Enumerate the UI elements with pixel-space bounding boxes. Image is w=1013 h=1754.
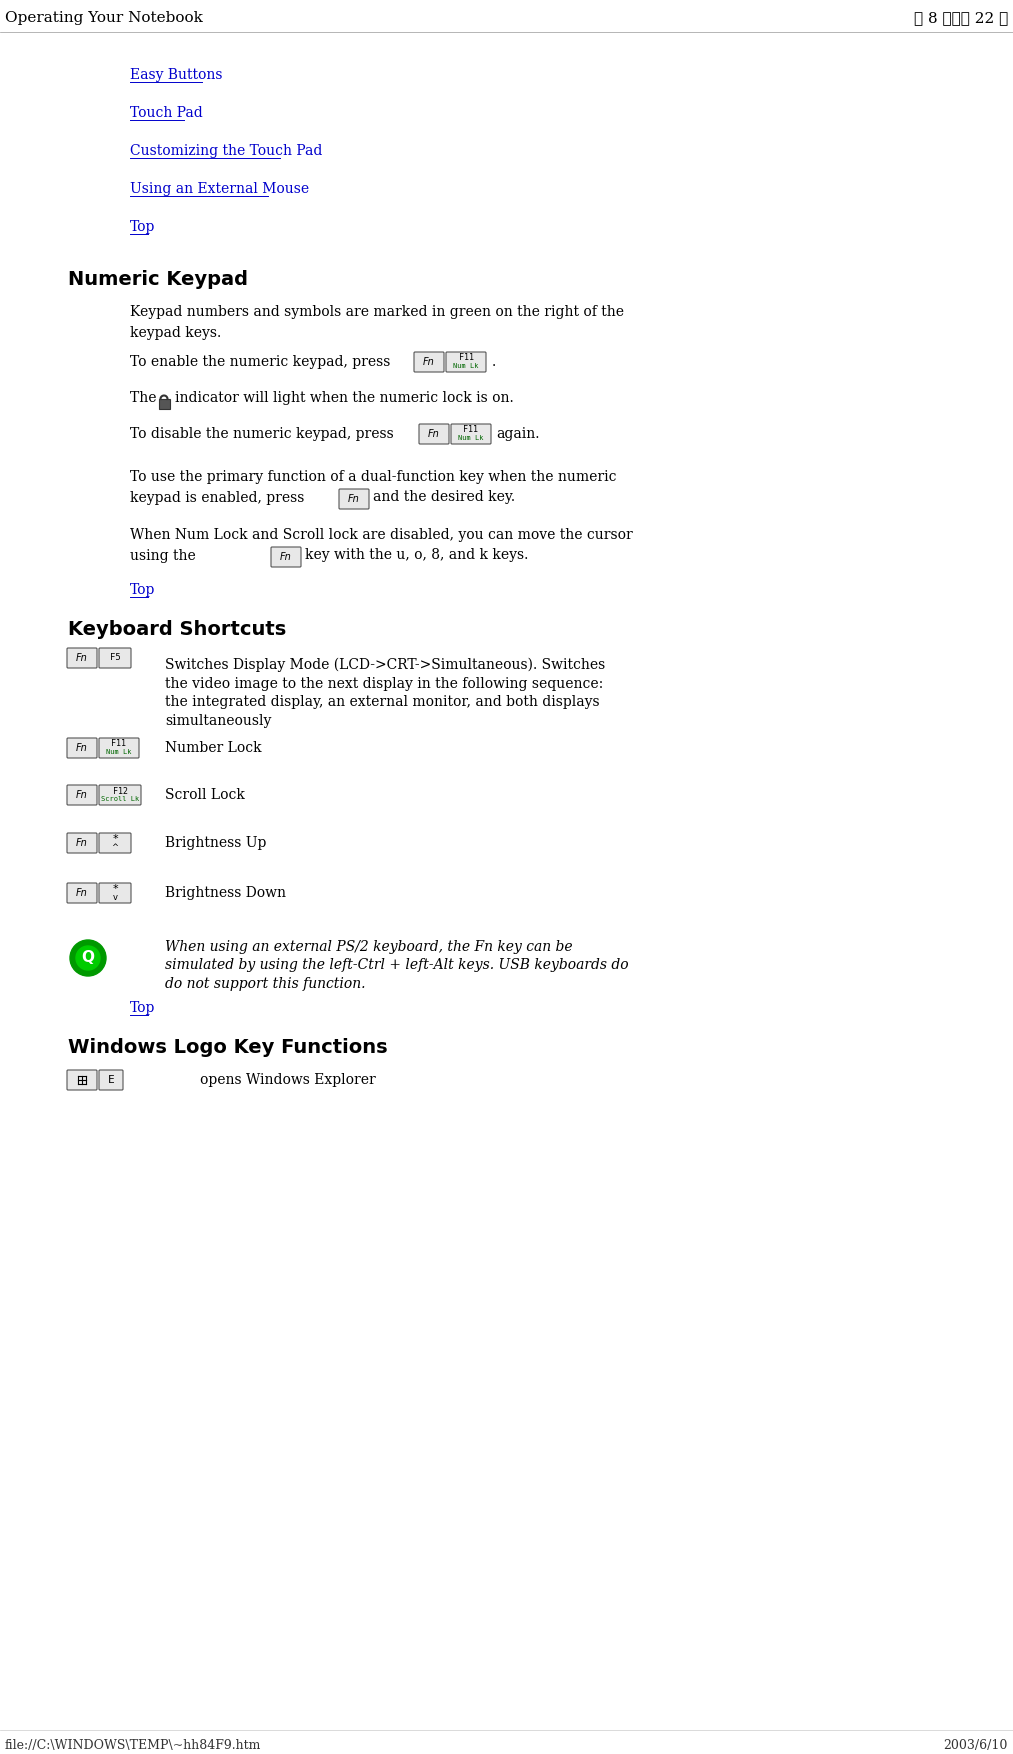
Text: key with the u, o, 8, and k keys.: key with the u, o, 8, and k keys. xyxy=(305,547,529,561)
Text: *: * xyxy=(112,884,118,895)
Text: ^: ^ xyxy=(111,842,119,851)
Text: Fn: Fn xyxy=(428,430,440,438)
Text: Fn: Fn xyxy=(76,789,88,800)
Text: Fn: Fn xyxy=(423,358,435,367)
Text: When Num Lock and Scroll lock are disabled, you can move the cursor
using the: When Num Lock and Scroll lock are disabl… xyxy=(130,528,633,563)
Text: Switches Display Mode (LCD->CRT->Simultaneous). Switches
the video image to the : Switches Display Mode (LCD->CRT->Simulta… xyxy=(165,658,605,728)
Text: Using an External Mouse: Using an External Mouse xyxy=(130,182,309,196)
Text: Keypad numbers and symbols are marked in green on the right of the
keypad keys.: Keypad numbers and symbols are marked in… xyxy=(130,305,624,340)
Text: 第 8 頁，共 22 頁: 第 8 頁，共 22 頁 xyxy=(914,11,1008,25)
FancyBboxPatch shape xyxy=(99,1070,123,1089)
FancyBboxPatch shape xyxy=(158,398,169,409)
FancyBboxPatch shape xyxy=(99,647,131,668)
Text: Operating Your Notebook: Operating Your Notebook xyxy=(5,11,203,25)
Circle shape xyxy=(76,945,100,970)
Text: To use the primary function of a dual-function key when the numeric
keypad is en: To use the primary function of a dual-fu… xyxy=(130,470,617,505)
Text: *: * xyxy=(112,833,118,844)
Text: Fn: Fn xyxy=(76,888,88,898)
Text: Keyboard Shortcuts: Keyboard Shortcuts xyxy=(68,619,287,638)
Text: Fn: Fn xyxy=(76,744,88,752)
Text: file://C:\WINDOWS\TEMP\~hh84F9.htm: file://C:\WINDOWS\TEMP\~hh84F9.htm xyxy=(5,1738,261,1752)
Text: 2003/6/10: 2003/6/10 xyxy=(944,1738,1008,1752)
Text: Windows Logo Key Functions: Windows Logo Key Functions xyxy=(68,1038,388,1058)
Text: Scroll Lock: Scroll Lock xyxy=(165,788,245,802)
Circle shape xyxy=(70,940,106,975)
FancyBboxPatch shape xyxy=(67,882,97,903)
FancyBboxPatch shape xyxy=(451,424,491,444)
FancyBboxPatch shape xyxy=(271,547,301,567)
FancyBboxPatch shape xyxy=(414,353,444,372)
Text: Top: Top xyxy=(130,219,155,233)
Text: again.: again. xyxy=(496,426,540,440)
FancyBboxPatch shape xyxy=(99,833,131,852)
Text: opens Windows Explorer: opens Windows Explorer xyxy=(200,1073,376,1087)
FancyBboxPatch shape xyxy=(67,786,97,805)
Text: F12: F12 xyxy=(112,786,128,796)
FancyBboxPatch shape xyxy=(67,1070,97,1089)
Text: Brightness Down: Brightness Down xyxy=(165,886,286,900)
Text: To enable the numeric keypad, press: To enable the numeric keypad, press xyxy=(130,354,390,368)
FancyBboxPatch shape xyxy=(99,738,139,758)
Text: Num Lk: Num Lk xyxy=(458,435,484,440)
Text: F5: F5 xyxy=(109,654,121,663)
Text: and the desired key.: and the desired key. xyxy=(373,489,516,503)
Text: Fn: Fn xyxy=(76,838,88,847)
FancyBboxPatch shape xyxy=(419,424,449,444)
Text: Scroll Lk: Scroll Lk xyxy=(101,796,139,802)
Text: To disable the numeric keypad, press: To disable the numeric keypad, press xyxy=(130,426,394,440)
Text: F11: F11 xyxy=(459,354,473,363)
Text: Num Lk: Num Lk xyxy=(453,363,479,368)
Text: When using an external PS/2 keyboard, the Fn key can be
simulated by using the l: When using an external PS/2 keyboard, th… xyxy=(165,940,629,991)
FancyBboxPatch shape xyxy=(99,786,141,805)
FancyBboxPatch shape xyxy=(67,833,97,852)
Text: Numeric Keypad: Numeric Keypad xyxy=(68,270,248,289)
Text: Num Lk: Num Lk xyxy=(106,749,132,754)
Text: F11: F11 xyxy=(111,740,127,749)
Text: Fn: Fn xyxy=(348,495,360,503)
Text: .: . xyxy=(492,354,496,368)
Text: F11: F11 xyxy=(464,426,478,435)
Text: Number Lock: Number Lock xyxy=(165,740,261,754)
Text: Fn: Fn xyxy=(281,553,292,561)
Text: Q: Q xyxy=(81,951,94,965)
FancyBboxPatch shape xyxy=(67,738,97,758)
Text: Top: Top xyxy=(130,582,155,596)
Text: Top: Top xyxy=(130,1002,155,1016)
Text: Touch Pad: Touch Pad xyxy=(130,105,203,119)
FancyBboxPatch shape xyxy=(446,353,486,372)
Text: Brightness Up: Brightness Up xyxy=(165,837,266,851)
Text: Customizing the Touch Pad: Customizing the Touch Pad xyxy=(130,144,322,158)
FancyBboxPatch shape xyxy=(67,647,97,668)
Text: Easy Buttons: Easy Buttons xyxy=(130,68,223,82)
Text: indicator will light when the numeric lock is on.: indicator will light when the numeric lo… xyxy=(175,391,514,405)
FancyBboxPatch shape xyxy=(339,489,369,509)
Text: Fn: Fn xyxy=(76,652,88,663)
Text: The: The xyxy=(130,391,161,405)
FancyBboxPatch shape xyxy=(99,882,131,903)
Text: v: v xyxy=(112,893,118,902)
Text: E: E xyxy=(107,1075,114,1086)
